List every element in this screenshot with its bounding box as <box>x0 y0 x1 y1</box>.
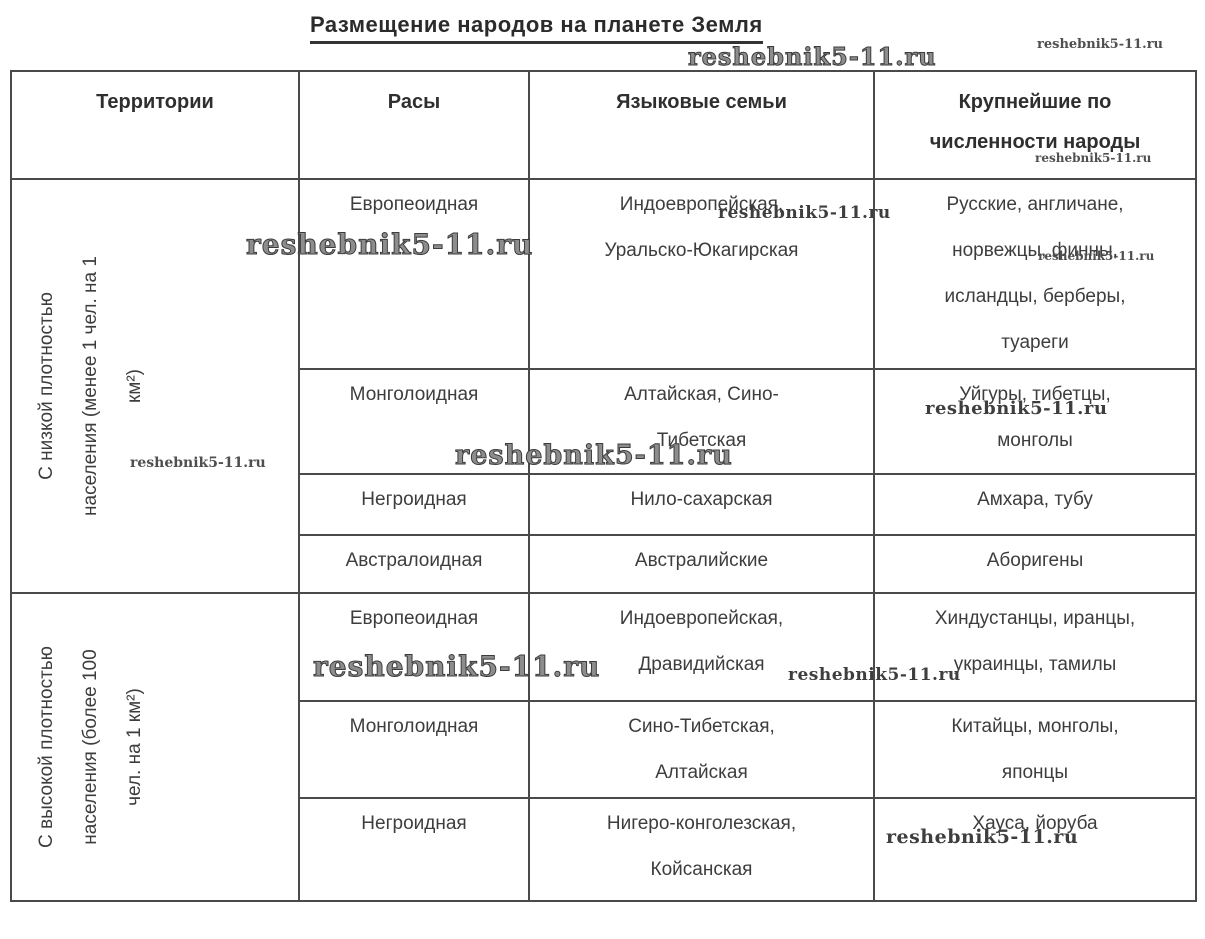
cell-language-families: Индоевропейская, Дравидийская <box>528 592 875 702</box>
header-row: Территории Расы Языковые семьи Крупнейши… <box>10 70 1197 180</box>
cell-race: Австралоидная <box>298 534 530 594</box>
table-row: С высокой плотностью населения (более 10… <box>10 592 1197 902</box>
cell-race: Монголоидная <box>298 700 530 799</box>
cell-race: Негроидная <box>298 797 530 902</box>
cell-peoples: Русские, англичане, норвежцы, финны, исл… <box>873 178 1197 370</box>
cell-race: Европеоидная <box>298 592 530 702</box>
cell-language-families: Нигеро-конголезская, Койсанская <box>528 797 875 902</box>
column-header-races: Расы <box>298 70 530 180</box>
cell-language-families: Алтайская, Сино- Тибетская <box>528 368 875 475</box>
table-row: Монголоидная Сино-Тибетская, Алтайская К… <box>11 700 1197 799</box>
table-row: Австралоидная Австралийские Аборигены <box>11 534 1197 594</box>
page-title: Размещение народов на планете Земля <box>310 12 763 44</box>
territory-cell-low-density: С низкой плотностью населения (менее 1 ч… <box>10 178 300 594</box>
cell-peoples: Хиндустанцы, иранцы, украинцы, тамилы <box>873 592 1197 702</box>
watermark: reshebnik5-11.ru <box>1037 37 1164 52</box>
cell-race: Монголоидная <box>298 368 530 475</box>
table-row: Негроидная Нигеро-конголезская, Койсанск… <box>11 797 1197 902</box>
column-header-largest-peoples: Крупнейшие по численности народы <box>873 70 1197 180</box>
cell-peoples: Амхара, тубу <box>873 473 1197 536</box>
territory-label: С высокой плотностью населения (более 10… <box>36 646 145 848</box>
column-header-language-families: Языковые семьи <box>528 70 875 180</box>
cell-peoples: Аборигены <box>873 534 1197 594</box>
cell-language-families: Сино-Тибетская, Алтайская <box>528 700 875 799</box>
cell-language-families: Нило-сахарская <box>528 473 875 536</box>
column-header-territories: Территории <box>10 70 300 180</box>
territory-label: С низкой плотностью населения (менее 1 ч… <box>36 256 145 516</box>
cell-language-families: Индоевропейская, Уральско-Юкагирская <box>528 178 875 370</box>
cell-race: Негроидная <box>298 473 530 536</box>
table-row: С низкой плотностью населения (менее 1 ч… <box>10 178 1197 594</box>
table-row: Негроидная Нило-сахарская Амхара, тубу <box>11 473 1197 536</box>
table-row: Монголоидная Алтайская, Сино- Тибетская … <box>11 368 1197 475</box>
peoples-table: Территории Расы Языковые семьи Крупнейши… <box>10 70 1197 902</box>
territory-cell-high-density: С высокой плотностью населения (более 10… <box>10 592 300 902</box>
cell-peoples: Китайцы, монголы, японцы <box>873 700 1197 799</box>
cell-peoples: Хауса, йоруба <box>873 797 1197 902</box>
cell-peoples: Уйгуры, тибетцы, монголы <box>873 368 1197 475</box>
watermark: reshebnik5-11.ru <box>688 42 937 72</box>
cell-language-families: Австралийские <box>528 534 875 594</box>
cell-race: Европеоидная <box>298 178 530 370</box>
